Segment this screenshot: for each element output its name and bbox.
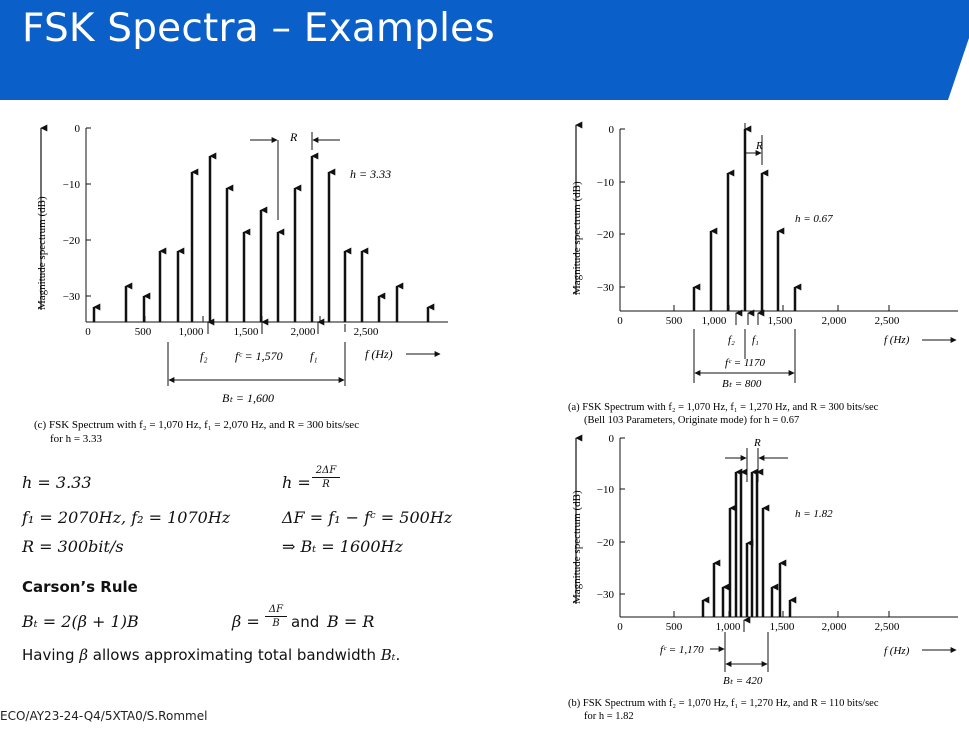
- x-tick-500: 500: [666, 315, 683, 327]
- x-axis-unit: f (Hz): [884, 645, 910, 657]
- label-bt: Bₜ = 1,600: [222, 391, 274, 405]
- y-tick-10: −10: [597, 484, 615, 496]
- figure-caption-b: (b) FSK Spectrum with f₂ = 1,070 Hz, f₁ …: [568, 698, 879, 709]
- x-axis-unit: f (Hz): [365, 347, 393, 361]
- label-f2: f₂: [200, 349, 208, 363]
- x-tick-1500: 1,500: [234, 326, 259, 338]
- note-bt: Bₜ: [380, 646, 396, 664]
- y-tick-20: −20: [597, 537, 615, 549]
- h-annotation: h = 1.82: [795, 508, 833, 520]
- y-tick-10: −10: [597, 177, 615, 189]
- y-tick-30: −30: [63, 291, 81, 303]
- x-tick-2000: 2,000: [822, 315, 847, 327]
- x-tick-0: 0: [617, 621, 623, 633]
- note-middle: allows approximating total bandwidth: [92, 646, 376, 664]
- spectral-lines-a: [692, 125, 802, 311]
- spectrum-plot-a: Magnitude spectrum (dB) 0 −10 −20 −30 0 …: [568, 121, 958, 426]
- x-tick-2500: 2,500: [875, 315, 900, 327]
- x-tick-1000: 1,000: [179, 326, 204, 338]
- r-annotation: R: [755, 140, 763, 152]
- spectrum-plot-b: Magnitude spectrum (dB) 0 −10 −20 −30 0 …: [568, 433, 958, 722]
- r-annotation: R: [289, 130, 298, 144]
- x-tick-1000: 1,000: [716, 621, 741, 633]
- spectrum-plot-c: Magnitude spectrum (dB) 0 −10 −20 −30 0 …: [34, 123, 448, 445]
- carson-formula: Bₜ = 2(β + 1)B: [22, 612, 139, 631]
- figure-caption-c-line2: for h = 3.33: [50, 433, 103, 445]
- delta-f-equation: ΔF = f₁ − fᶜ = 500Hz: [282, 508, 453, 527]
- h-formula-denominator: R: [322, 479, 330, 490]
- figure-caption-c: (c) FSK Spectrum with f₂ = 1,070 Hz, f₁ …: [34, 419, 359, 431]
- note-suffix: .: [395, 646, 401, 664]
- spectrum-figure-a: Magnitude spectrum (dB) 0 −10 −20 −30 0 …: [562, 115, 969, 432]
- x-tick-1000: 1,000: [702, 315, 727, 327]
- label-f1: f₁: [310, 349, 318, 363]
- x-tick-2000: 2,000: [291, 326, 316, 338]
- x-tick-2000: 2,000: [822, 621, 847, 633]
- y-tick-20: −20: [597, 229, 615, 241]
- spectrum-figure-b: Magnitude spectrum (dB) 0 −10 −20 −30 0 …: [562, 432, 969, 725]
- y-tick-30: −30: [597, 589, 615, 601]
- bandwidth-result: ⇒ Bₜ = 1600Hz: [282, 537, 403, 556]
- label-bt: Bₜ = 420: [723, 675, 763, 687]
- x-tick-1500: 1,500: [768, 315, 793, 327]
- h-annotation: h = 3.33: [350, 167, 391, 181]
- figure-caption-a-line2: (Bell 103 Parameters, Originate mode) fo…: [584, 415, 799, 426]
- label-f1: f₁: [752, 334, 759, 346]
- x-axis-unit: f (Hz): [884, 334, 910, 346]
- label-fc: fᶜ = 1,570: [235, 349, 283, 363]
- figure-caption-b-line2: for h = 1.82: [584, 711, 634, 722]
- b-equals-r: B = R: [327, 612, 375, 631]
- frequency-values: f₁ = 2070Hz, f₂ = 1070Hz: [22, 508, 231, 527]
- x-tick-0: 0: [85, 326, 91, 338]
- y-axis-label: Magnitude spectrum (dB): [36, 196, 48, 310]
- label-bt: Bₜ = 800: [722, 378, 762, 390]
- title-bar-background: [0, 0, 969, 100]
- y-tick-10: −10: [63, 179, 81, 191]
- y-tick-30: −30: [597, 282, 615, 294]
- footer-course-code: ECO/AY23-24-Q4/5XTA0/S.Rommel: [0, 709, 208, 723]
- title-bar: FSK Spectra – Examples: [0, 0, 969, 100]
- y-axis-label: Magnitude spectrum (dB): [571, 490, 583, 604]
- h-formula-numerator: 2ΔF: [312, 465, 340, 478]
- r-annotation: R: [753, 437, 761, 449]
- y-axis-label: Magnitude spectrum (dB): [571, 181, 583, 295]
- beta-and-text: and: [291, 613, 320, 631]
- carson-rule-heading: Carson’s Rule: [22, 578, 138, 596]
- label-fc: fᶜ = 1,170: [660, 644, 704, 656]
- y-tick-20: −20: [63, 235, 81, 247]
- bandwidth-note: Having β allows approximating total band…: [22, 646, 400, 664]
- figure-caption-a: (a) FSK Spectrum with f₂ = 1,070 Hz, f₁ …: [568, 402, 879, 413]
- y-tick-0: 0: [609, 433, 615, 445]
- y-tick-0: 0: [609, 124, 615, 136]
- h-annotation: h = 0.67: [795, 213, 833, 225]
- x-tick-1500: 1,500: [770, 621, 795, 633]
- beta-formula-denominator: B: [272, 618, 280, 629]
- h-formula-lhs: h =: [282, 473, 311, 492]
- h-value: h = 3.33: [22, 473, 92, 492]
- page-title: FSK Spectra – Examples: [22, 6, 495, 51]
- beta-formula-lhs: β =: [232, 612, 260, 631]
- x-tick-2500: 2,500: [354, 326, 379, 338]
- beta-formula-fraction: ΔF B: [265, 604, 287, 629]
- bitrate-value: R = 300bit/s: [22, 537, 124, 556]
- spectral-lines-b: [701, 468, 797, 617]
- x-tick-2500: 2,500: [875, 621, 900, 633]
- x-tick-0: 0: [617, 315, 623, 327]
- x-tick-500: 500: [135, 326, 152, 338]
- x-tick-500: 500: [666, 621, 683, 633]
- label-fc: fᶜ = 1170: [725, 357, 766, 369]
- y-tick-0: 0: [75, 123, 81, 135]
- note-prefix: Having: [22, 646, 75, 664]
- beta-formula-numerator: ΔF: [265, 604, 287, 617]
- spectral-lines-c: [92, 152, 435, 322]
- h-formula-fraction: 2ΔF R: [312, 465, 340, 490]
- note-beta: β: [79, 646, 88, 664]
- label-f2: f₂: [728, 334, 735, 346]
- spectrum-figure-c: Magnitude spectrum (dB) 0 −10 −20 −30 0 …: [0, 110, 470, 450]
